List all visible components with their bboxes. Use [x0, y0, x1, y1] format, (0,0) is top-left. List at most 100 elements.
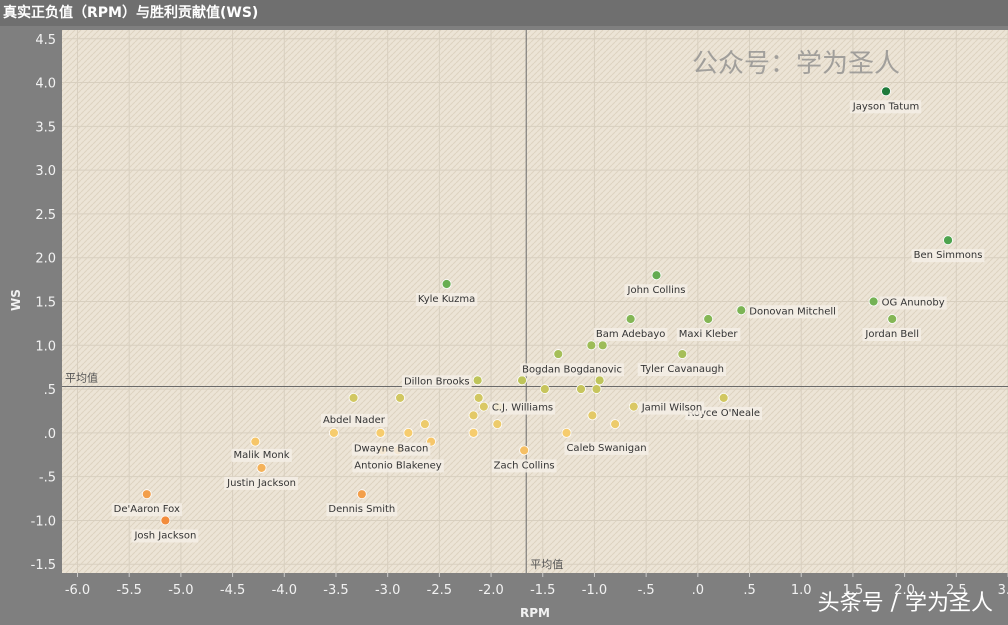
data-points [141, 86, 953, 526]
point-label-background [352, 459, 444, 473]
point-label: Josh Jackson [133, 530, 196, 541]
point-label: Antonio Blakeney [354, 460, 441, 471]
point-label-background [111, 503, 182, 517]
data-point [887, 314, 898, 324]
data-point [736, 305, 747, 316]
point-label: Caleb Swanigan [566, 443, 646, 454]
y-tick-label: -1.0 [31, 514, 56, 529]
point-label-background [320, 413, 388, 427]
x-tick-label: 2.5 [946, 583, 967, 598]
x-tick-label: -3.5 [323, 583, 348, 598]
point-labels: Jayson Tatum Ben Simmons John Collins Kyle … [111, 100, 985, 543]
point-label: OG Anunoby [882, 298, 945, 309]
data-point [539, 384, 550, 394]
y-axis-ticks: 4.5 4.0 3.5 3.0 2.5 2.0 1.5 1.0 .5 .0 -.5 -1.0 -1.5 [31, 33, 56, 573]
data-point [478, 401, 489, 412]
point-label-background [564, 441, 649, 455]
point-label: C.J. Williams [492, 403, 553, 414]
point-label-background [862, 328, 921, 342]
x-tick-label: -5.0 [168, 583, 193, 598]
data-point [472, 375, 483, 386]
point-label: Maxi Kleber [679, 329, 739, 340]
point-label-background [638, 401, 705, 415]
point-label: Kyle Kuzma [418, 294, 475, 305]
data-point [441, 279, 452, 289]
point-label: De'Aaron Fox [114, 504, 180, 515]
point-label: Zach Collins [494, 460, 555, 471]
x-tick-label: -5.5 [117, 583, 142, 598]
point-label-background [879, 296, 947, 310]
y-axis-title: WS [9, 289, 23, 311]
x-tick-label: -4.5 [220, 583, 245, 598]
data-point [419, 419, 430, 430]
watermark-bottom: 头条号 / 学为圣人 [818, 591, 993, 616]
point-label: Bogdan Bogdanovic [522, 364, 622, 375]
data-point [594, 375, 605, 386]
data-point [492, 419, 503, 430]
point-label: Dwayne Bacon [354, 444, 429, 455]
point-label: Jayson Tatum [852, 101, 919, 112]
point-label: Ben Simmons [914, 250, 983, 261]
y-tick-label: 2.0 [35, 252, 56, 267]
data-point [375, 427, 386, 438]
watermark-top: 公众号：学为圣人 [692, 49, 900, 79]
data-point [651, 270, 662, 281]
data-point [468, 410, 479, 421]
x-average-label: 平均值 [530, 558, 563, 571]
x-tick-label: 3.0 [998, 583, 1008, 598]
point-label-background [637, 363, 726, 377]
point-label: Justin Jackson [226, 478, 296, 489]
data-point [587, 410, 598, 421]
point-label-background [224, 476, 298, 490]
data-point [610, 419, 621, 430]
point-label: Dillon Brooks [404, 376, 470, 387]
data-point [677, 349, 688, 359]
data-point [468, 427, 479, 438]
x-tick-label: -4.0 [272, 583, 297, 598]
x-tick-label: -2.0 [478, 583, 503, 598]
point-label-background [593, 328, 668, 342]
point-label-background [326, 503, 398, 517]
y-tick-label: 4.0 [35, 77, 56, 92]
point-label-background [489, 401, 556, 415]
y-tick-label: .0 [44, 427, 56, 442]
data-point [395, 392, 405, 403]
data-point [628, 401, 639, 412]
data-point [561, 427, 572, 438]
x-axis-title: RPM [520, 606, 550, 620]
point-label: Tyler Cavanaugh [640, 364, 724, 375]
point-label-background [849, 100, 922, 114]
point-label: Jamil Wilson [641, 403, 702, 414]
data-point [141, 489, 152, 500]
y-tick-label: 1.0 [35, 339, 56, 354]
x-tick-label: -.5 [638, 583, 655, 598]
x-tick-label: 1.0 [791, 583, 812, 598]
data-point [576, 384, 586, 394]
data-point [586, 340, 597, 351]
point-label-background [131, 529, 199, 543]
point-label-background [401, 375, 472, 389]
data-point [597, 340, 608, 351]
x-tick-label: -1.5 [530, 583, 555, 598]
x-axis-ticks: -6.0 -5.5 -5.0 -4.5 -4.0 -3.5 -3.0 -2.5 -2.0 -1.5… [65, 573, 1008, 598]
x-tick-label: .0 [692, 583, 704, 598]
point-label-background [747, 305, 838, 319]
point-label-background [685, 406, 763, 420]
point-label-background [231, 448, 292, 462]
point-label: Royce O'Neale [687, 408, 760, 419]
x-tick-label: -3.0 [375, 583, 400, 598]
y-tick-label: -1.5 [31, 558, 56, 573]
y-tick-label: 3.5 [35, 120, 56, 135]
point-label: Malik Monk [233, 450, 289, 461]
y-tick-label: 2.5 [35, 208, 56, 223]
y-average-label: 平均值 [65, 371, 98, 384]
data-point [329, 427, 339, 438]
data-point [868, 296, 879, 307]
point-label: Abdel Nader [323, 415, 386, 426]
x-tick-label: 2.0 [894, 583, 915, 598]
point-label: John Collins [627, 285, 686, 296]
point-label: Donovan Mitchell [749, 306, 836, 317]
chart-title: 真实正负值（RPM）与胜利贡献值(WS) [0, 0, 1008, 26]
point-label-background [624, 284, 688, 298]
